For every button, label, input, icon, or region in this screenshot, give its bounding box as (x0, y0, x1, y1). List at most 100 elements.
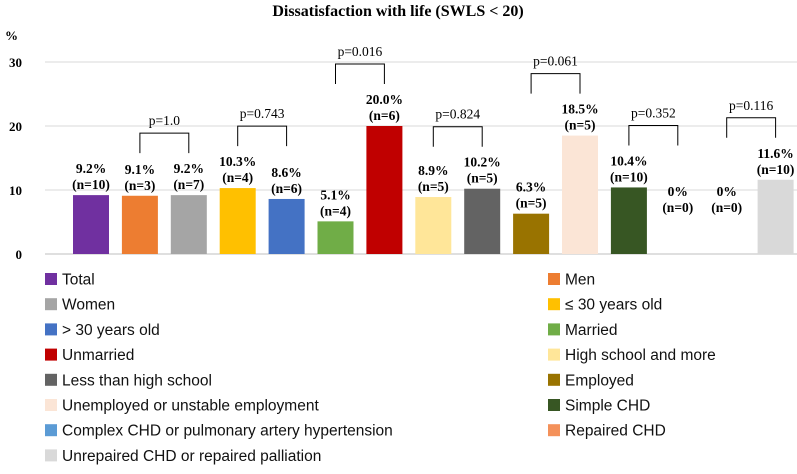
bar-n-label: (n=0) (662, 200, 693, 215)
legend-swatch (45, 323, 57, 336)
legend-label: High school and more (565, 347, 716, 364)
legend-swatch (548, 323, 560, 336)
comparison-bracket (530, 73, 581, 94)
p-value-label: p=0.352 (631, 105, 676, 120)
legend-swatch (45, 348, 57, 361)
comparison-bracket (139, 132, 190, 154)
bar-n-label: (n=4) (320, 203, 351, 218)
bar (757, 179, 794, 254)
legend-label: Less than high school (62, 372, 212, 389)
bar-n-label: (n=10) (72, 177, 110, 192)
bars (73, 126, 794, 254)
bar-percent-label: 9.1% (125, 162, 155, 177)
bar (121, 195, 158, 254)
bar-percent-label: 10.3% (219, 154, 256, 169)
bar-percent-label: 0% (717, 184, 737, 199)
bar (513, 213, 550, 254)
bar-percent-label: 18.5% (561, 102, 598, 117)
bar (170, 195, 207, 254)
comparison-bracket (432, 126, 483, 147)
legend-label: ≤ 30 years old (565, 297, 662, 314)
bar-n-label: (n=6) (271, 181, 302, 196)
bar-n-label: (n=10) (610, 169, 648, 184)
chart-title: Dissatisfaction with life (SWLS < 20) (272, 3, 523, 20)
y-axis-ticks: 0 10 20 30 (9, 55, 22, 262)
comparison-bracket (628, 124, 679, 146)
p-value-label: p=0.061 (533, 54, 578, 69)
legend: Total Men Women ≤ 30 years old > 30 years ol… (45, 272, 716, 465)
legend-label: Women (62, 297, 115, 314)
bar-n-label: (n=6) (369, 108, 400, 123)
bar-percent-label: 8.6% (271, 165, 301, 180)
legend-label: Total (62, 272, 95, 289)
legend-label: Unmarried (62, 347, 134, 364)
bar-percent-label: 8.9% (418, 163, 448, 178)
legend-label: Repaired CHD (565, 423, 666, 440)
bar (219, 188, 256, 254)
bar-percent-label: 20.0% (366, 92, 403, 107)
comparison-bracket (726, 117, 777, 138)
bar-percent-label: 11.6% (757, 146, 793, 161)
legend-swatch (548, 298, 560, 311)
legend-swatch (45, 449, 57, 462)
legend-label: Employed (565, 372, 634, 389)
legend-label: Complex CHD or pulmonary artery hyperten… (62, 423, 393, 440)
legend-label: Unrepaired CHD or repaired palliation (62, 448, 321, 465)
bar-n-label: (n=4) (222, 170, 253, 185)
comparison-bracket (335, 63, 385, 84)
legend-swatch (45, 373, 57, 386)
p-value-label: p=0.016 (338, 44, 383, 59)
bar-percent-label: 10.2% (464, 155, 501, 170)
bar (610, 187, 647, 254)
bar-n-label: (n=5) (418, 179, 449, 194)
legend-swatch (45, 298, 57, 311)
legend-swatch (45, 424, 57, 437)
y-tick-label: 20 (9, 119, 22, 134)
bar-n-label: (n=0) (711, 200, 742, 215)
legend-label: Simple CHD (565, 398, 650, 415)
legend-label: Married (565, 322, 618, 339)
bar-n-label: (n=5) (467, 171, 498, 186)
bar-percent-label: 9.2% (174, 161, 204, 176)
legend-label: > 30 years old (62, 322, 160, 339)
bar-percent-label: 0% (668, 184, 688, 199)
bar (268, 198, 305, 254)
p-value-label: p=0.116 (729, 98, 773, 113)
bar (317, 221, 354, 254)
bar (562, 135, 598, 254)
legend-swatch (45, 399, 57, 411)
bar-n-label: (n=10) (757, 162, 795, 177)
data-labels: 9.2%(n=10)9.1%(n=3)9.2%(n=7)10.3%(n=4) 8.… (72, 92, 794, 218)
legend-label: Men (565, 272, 595, 289)
legend-label: Unemployed or unstable employment (62, 398, 319, 415)
y-tick-label: 10 (9, 183, 22, 198)
bar-percent-label: 5.1% (320, 187, 350, 202)
bar (464, 188, 501, 254)
bar-n-label: (n=7) (173, 177, 204, 192)
legend-swatch (45, 273, 57, 285)
legend-swatch (548, 424, 560, 437)
p-value-label: p=0.824 (435, 107, 480, 122)
p-value-label: p=0.743 (240, 106, 285, 121)
bar (73, 195, 109, 254)
bar-percent-label: 10.4% (610, 153, 647, 168)
y-axis-label: % (5, 28, 18, 43)
bar-n-label: (n=5) (565, 118, 596, 133)
legend-swatch (548, 399, 560, 411)
legend-swatch (548, 348, 560, 361)
legend-swatch (548, 373, 560, 386)
bar (366, 126, 403, 254)
bar-n-label: (n=3) (124, 178, 155, 193)
bar-percent-label: 9.2% (76, 161, 106, 176)
bar-n-label: (n=5) (516, 196, 547, 211)
bar (415, 197, 452, 254)
y-tick-label: 0 (16, 247, 23, 262)
bar-percent-label: 6.3% (516, 180, 546, 195)
p-value-label: p=1.0 (149, 113, 180, 128)
legend-swatch (548, 273, 560, 285)
y-tick-label: 30 (9, 55, 22, 70)
comparison-bracket (237, 125, 288, 147)
p-value-brackets: p=1.0 p=0.743 p=0.016 p=0.824 p=0.061 p=0.352… (139, 44, 777, 154)
